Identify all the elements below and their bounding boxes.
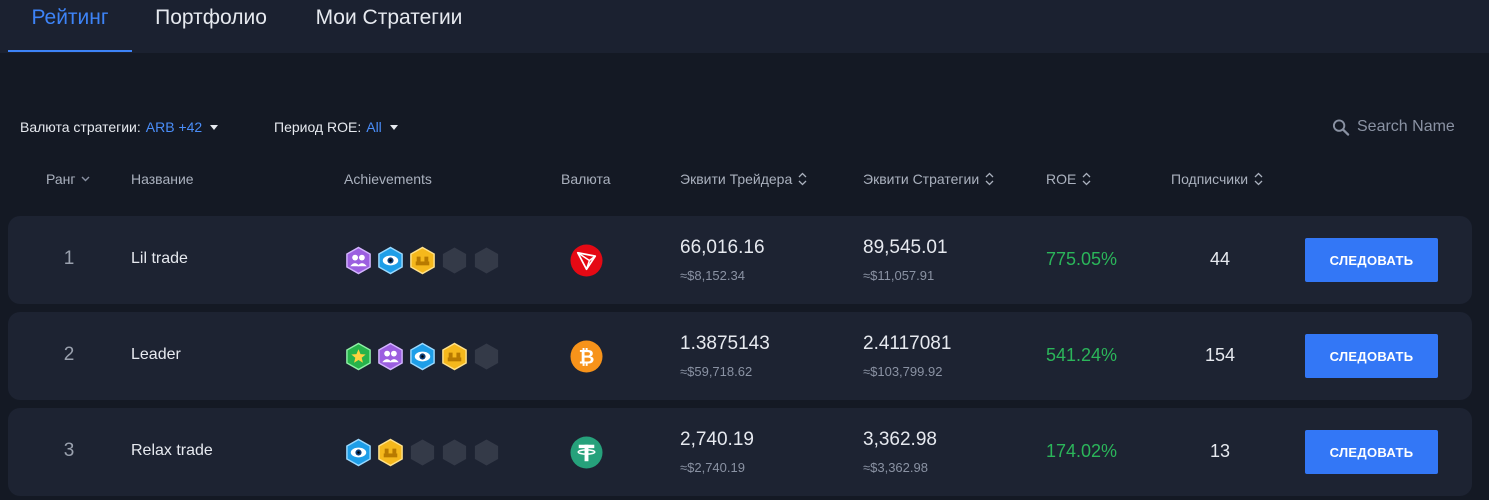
subscribers-count: 13 [1209, 441, 1231, 461]
achievements-list [344, 438, 501, 467]
column-header-strategy-equity[interactable]: Эквити Стратегии [863, 171, 994, 187]
strategy-equity-value: 3,362.98 [863, 429, 937, 450]
strategy-equity-usd: ≈$11,057.91 [863, 268, 935, 283]
rank-value: 3 [63, 440, 75, 461]
follow-button[interactable]: СЛЕДОВАТЬ [1305, 238, 1438, 282]
sort-icon [1254, 172, 1263, 186]
period-filter-label: Период ROE: [274, 119, 362, 135]
currency-filter-label: Валюта стратегии: [20, 119, 141, 135]
column-header-subscribers[interactable]: Подписчики [1171, 171, 1263, 187]
table-row[interactable]: 3 Relax trade 2,740.19 ≈$2,740.19 3,362. [8, 408, 1472, 496]
column-header-subscribers-label: Подписчики [1171, 171, 1249, 187]
gold-stack-badge-icon [442, 342, 467, 371]
strategy-name[interactable]: Leader [131, 346, 181, 363]
tab-portfolio[interactable]: Портфолио [155, 6, 267, 29]
tab-my-strategies[interactable]: Мои Стратегии [315, 6, 463, 29]
column-header-trader-equity-label: Эквити Трейдера [680, 171, 793, 187]
roe-value: 174.02% [1046, 441, 1118, 461]
follow-button[interactable]: СЛЕДОВАТЬ [1305, 430, 1438, 474]
chevron-down-icon [81, 176, 89, 182]
star-badge-icon [346, 342, 371, 371]
gold-stack-badge-icon [378, 438, 403, 467]
search-input[interactable] [1357, 118, 1467, 136]
eye-badge-icon [410, 342, 435, 371]
table-row[interactable]: 2 Leader ₿ 1.3875143 ≈$59,718.62 [8, 312, 1472, 400]
trader-equity-usd: ≈$2,740.19 [680, 460, 745, 475]
trader-equity-value: 66,016.16 [680, 237, 765, 258]
column-header-trader-equity[interactable]: Эквити Трейдера [680, 171, 807, 187]
achievements-list [344, 342, 501, 371]
empty-badge-icon [474, 247, 499, 274]
empty-badge-icon [474, 439, 499, 466]
column-header-name-label: Название [131, 171, 194, 187]
subscribers-count: 154 [1204, 345, 1236, 365]
empty-badge-icon [474, 343, 499, 370]
caret-down-icon [210, 125, 219, 130]
rank-value: 1 [63, 248, 75, 269]
column-header-rank-label: Ранг [46, 171, 76, 187]
roe-value: 775.05% [1046, 249, 1118, 269]
rank-value: 2 [63, 344, 75, 365]
currency-filter-value: ARB +42 [145, 119, 203, 135]
column-header-strategy-equity-label: Эквити Стратегии [863, 171, 980, 187]
active-tab-indicator [8, 50, 132, 52]
strategy-name[interactable]: Lil trade [131, 250, 188, 267]
sort-icon [798, 172, 807, 186]
search-box[interactable] [1332, 115, 1467, 139]
caret-down-icon [389, 125, 398, 130]
tab-bar: Рейтинг Портфолио Мои Стратегии [0, 0, 1489, 53]
column-header-name: Название [131, 171, 194, 187]
strategy-equity-usd: ≈$3,362.98 [863, 460, 928, 475]
search-icon [1332, 118, 1350, 136]
column-header-roe-label: ROE [1046, 171, 1077, 187]
follow-button[interactable]: СЛЕДОВАТЬ [1305, 334, 1438, 378]
tab-rating[interactable]: Рейтинг [31, 6, 109, 29]
strategy-equity-usd: ≈$103,799.92 [863, 364, 943, 379]
subscribers-count: 44 [1209, 249, 1231, 269]
sort-icon [985, 172, 994, 186]
eye-badge-icon [378, 246, 403, 275]
empty-badge-icon [410, 439, 435, 466]
column-header-achievements-label: Achievements [344, 171, 432, 187]
tether-coin-icon [570, 436, 603, 469]
strategy-equity-value: 2.4117081 [863, 333, 952, 354]
roe-value: 541.24% [1046, 345, 1118, 365]
column-header-roe[interactable]: ROE [1046, 171, 1091, 187]
empty-badge-icon [442, 439, 467, 466]
bitcoin-coin-icon: ₿ [570, 340, 603, 373]
trader-equity-value: 2,740.19 [680, 429, 754, 450]
column-header-currency-label: Валюта [561, 171, 611, 187]
sort-icon [1082, 172, 1091, 186]
gold-stack-badge-icon [410, 246, 435, 275]
eye-badge-icon [346, 438, 371, 467]
column-header-rank[interactable]: Ранг [46, 171, 90, 187]
column-header-currency: Валюта [561, 171, 611, 187]
svg-text:₿: ₿ [579, 345, 595, 368]
column-header-achievements: Achievements [344, 171, 432, 187]
period-filter-value: All [366, 119, 382, 135]
users-badge-icon [378, 342, 403, 371]
empty-badge-icon [442, 247, 467, 274]
users-badge-icon [346, 246, 371, 275]
achievements-list [344, 246, 501, 275]
period-filter[interactable]: Период ROE: All [274, 119, 398, 135]
currency-filter[interactable]: Валюта стратегии: ARB +42 [20, 119, 219, 135]
tron-coin-icon [570, 244, 603, 277]
trader-equity-usd: ≈$59,718.62 [680, 364, 753, 379]
table-row[interactable]: 1 Lil trade 66,016.16 ≈ [8, 216, 1472, 304]
trader-equity-usd: ≈$8,152.34 [680, 268, 745, 283]
trader-equity-value: 1.3875143 [680, 333, 770, 354]
strategy-equity-value: 89,545.01 [863, 237, 948, 258]
strategy-name[interactable]: Relax trade [131, 442, 213, 459]
